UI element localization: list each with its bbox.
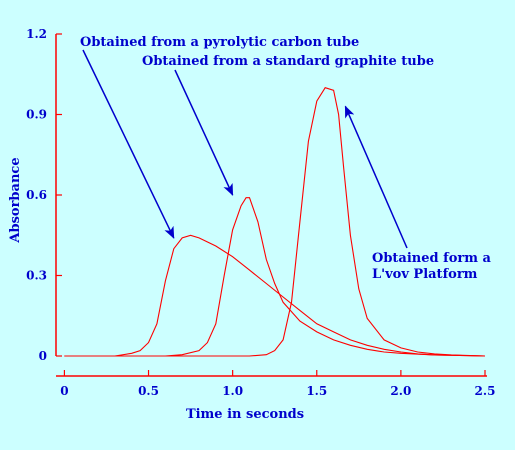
x-tick-label: 2.0 bbox=[390, 384, 411, 398]
curve-series-2 bbox=[64, 197, 486, 357]
x-axis-title: Time in seconds bbox=[186, 407, 304, 422]
y-tick-label: 0.9 bbox=[26, 108, 47, 122]
annotation-arrow bbox=[174, 69, 234, 196]
curve-series-3 bbox=[64, 87, 486, 357]
annotation-label: Obtained form a bbox=[372, 251, 492, 266]
annotation-label: Obtained from a standard graphite tube bbox=[142, 54, 434, 69]
x-tick-label: 1.5 bbox=[306, 384, 327, 398]
y-tick-label: 1.2 bbox=[26, 27, 47, 41]
y-tick-label: 0.3 bbox=[26, 269, 47, 283]
x-tick-label: 0 bbox=[60, 384, 68, 398]
annotation-arrow bbox=[82, 49, 175, 239]
curve-series-1 bbox=[64, 234, 486, 357]
x-tick-label: 1.0 bbox=[222, 384, 243, 398]
y-axis-title: Absorbance bbox=[8, 157, 23, 243]
annotation-label: Obtained from a pyrolytic carbon tube bbox=[80, 35, 359, 50]
y-tick-label: 0.6 bbox=[26, 188, 47, 202]
x-tick-label: 2.5 bbox=[475, 384, 496, 398]
annotation-arrow bbox=[344, 105, 408, 249]
x-tick-label: 0.5 bbox=[138, 384, 159, 398]
annotation-label: L'vov Platform bbox=[372, 267, 478, 282]
y-tick-label: 0 bbox=[39, 349, 47, 363]
